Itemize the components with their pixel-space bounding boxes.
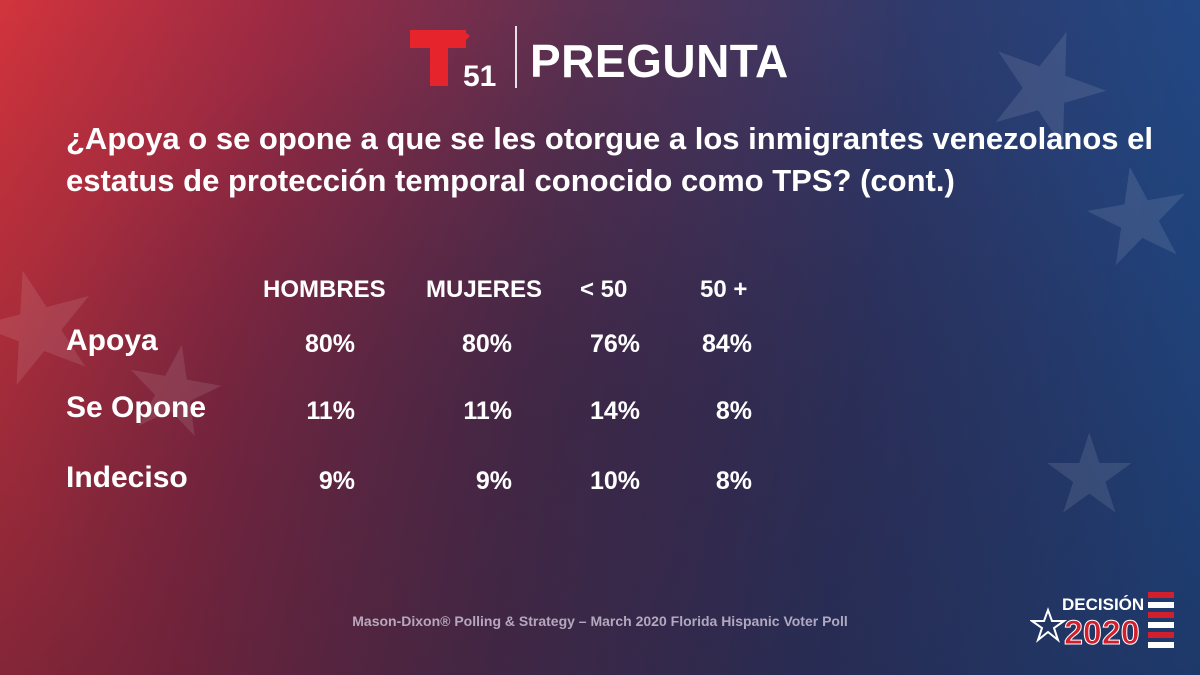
source-note: Mason-Dixon® Polling & Strategy – March …	[352, 613, 848, 629]
column-header: < 50	[580, 276, 628, 303]
star-decoration: ★	[1040, 413, 1139, 536]
star-icon	[1030, 607, 1068, 643]
badge-year: 2020	[1064, 614, 1140, 650]
table-cell: 76%	[589, 330, 640, 358]
question-text: ¿Apoya o se opone a que se les otorgue a…	[66, 121, 1153, 198]
table-cell: 80%	[304, 330, 355, 358]
table-cell: 80%	[461, 330, 512, 358]
table-cell: 11%	[463, 397, 512, 425]
table-cell: 8%	[715, 467, 752, 495]
table-cell: 11%	[306, 397, 355, 425]
telemundo-51-logo: 51	[410, 30, 496, 90]
header-divider	[515, 26, 517, 88]
column-header: HOMBRES	[263, 276, 386, 303]
table-cell: 9%	[318, 467, 355, 495]
badge-word: DECISIÓN	[1062, 595, 1144, 614]
column-header: 50 +	[700, 276, 748, 303]
table-cell: 10%	[589, 467, 640, 495]
decision-2020-badge: DECISIÓN 2020	[1030, 592, 1174, 650]
table-cell: 9%	[475, 467, 512, 495]
column-header: MUJERES	[426, 276, 543, 303]
row-label: Se Opone	[66, 391, 207, 424]
header-label: PREGUNTA	[530, 35, 789, 87]
logo-number: 51	[463, 60, 496, 90]
table-cell: 84%	[701, 330, 752, 358]
table-cell: 8%	[715, 397, 752, 425]
row-label: Apoya	[66, 324, 158, 357]
row-label: Indeciso	[66, 461, 188, 494]
table-cell: 14%	[589, 397, 640, 425]
